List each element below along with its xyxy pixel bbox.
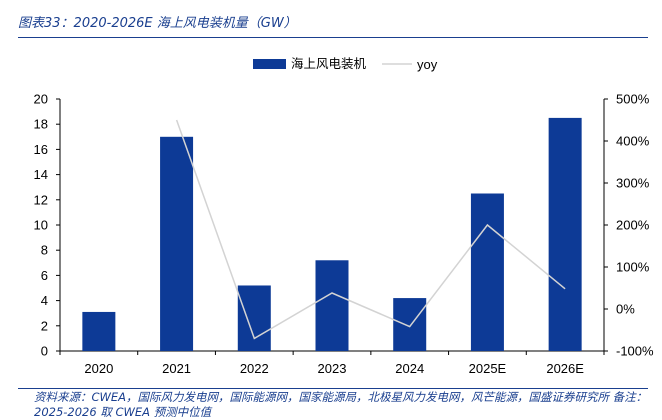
right-tick-label: 500% <box>616 92 650 107</box>
legend-label-bar: 海上风电装机 <box>291 56 367 71</box>
left-tick-label: 14 <box>34 167 48 182</box>
right-tick-label: 100% <box>616 260 650 275</box>
left-tick-label: 2 <box>41 318 48 333</box>
x-tick-label: 2026E <box>546 361 584 376</box>
left-tick-label: 4 <box>41 293 48 308</box>
left-tick-label: 10 <box>34 218 48 233</box>
left-tick-label: 0 <box>41 344 48 359</box>
bar <box>393 298 427 351</box>
bar <box>82 311 116 351</box>
chart: 海上风电装机 yoy 0 2 4 6 8 10 12 14 16 18 20 -100% 0% 100% 20… <box>34 56 654 377</box>
right-tick-label: 0% <box>616 302 635 317</box>
left-tick-label: 16 <box>34 142 48 157</box>
legend: 海上风电装机 yoy <box>253 56 438 72</box>
right-tick-label: 200% <box>616 218 650 233</box>
bar <box>470 193 504 351</box>
bar <box>315 260 349 351</box>
bar <box>237 285 271 351</box>
legend-label-line: yoy <box>417 57 438 72</box>
left-tick-label: 8 <box>41 243 48 258</box>
x-tick-label: 2021 <box>162 361 191 376</box>
left-tick-label: 6 <box>41 268 48 283</box>
bar <box>160 136 194 351</box>
title-divider <box>18 37 648 38</box>
x-tick-label: 2024 <box>395 361 424 376</box>
bar <box>548 117 582 352</box>
right-tick-label: 300% <box>616 176 650 191</box>
bar-series <box>82 117 582 352</box>
yoy-line <box>175 119 566 340</box>
line-series <box>175 119 566 340</box>
right-tick-label: -100% <box>616 344 654 359</box>
x-tick-label: 2025E <box>469 361 507 376</box>
left-tick-label: 20 <box>34 92 48 107</box>
x-tick-label: 2023 <box>318 361 347 376</box>
chart-title: 图表33：2020-2026E 海上风电装机量（GW） <box>18 16 297 31</box>
legend-swatch-bar <box>253 59 286 69</box>
source-note: 资料来源：CWEA，国际风力发电网，国际能源网，国家能源局，北极星风力发电网，风… <box>34 390 648 419</box>
x-tick-label: 2020 <box>84 361 113 376</box>
x-tick-label: 2022 <box>240 361 269 376</box>
right-tick-label: 400% <box>616 134 650 149</box>
left-tick-label: 12 <box>34 192 48 207</box>
footer-divider <box>18 388 648 389</box>
left-tick-label: 18 <box>34 117 48 132</box>
tick-labels: 0 2 4 6 8 10 12 14 16 18 20 -100% 0% 100% 200% 300% 400%… <box>34 92 654 377</box>
